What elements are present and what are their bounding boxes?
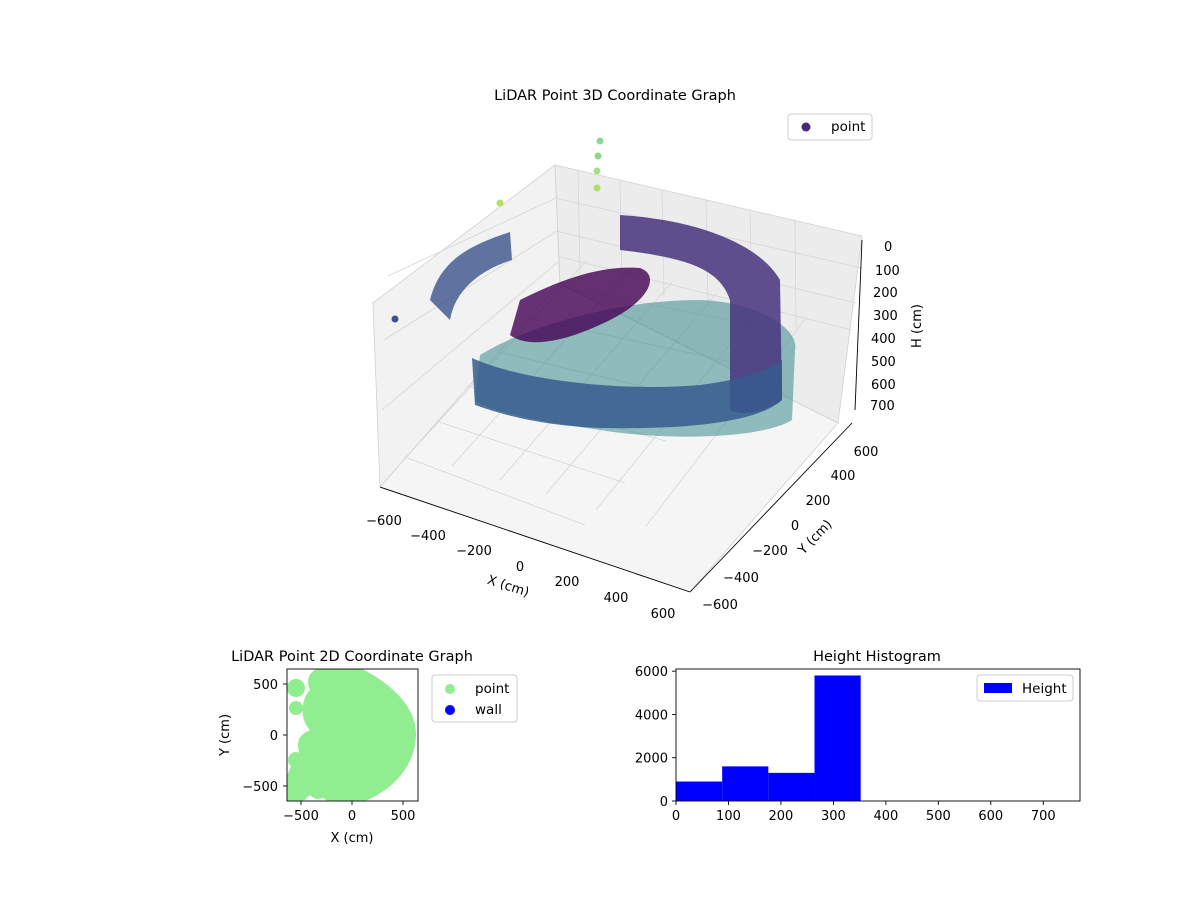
z-tick: 200 <box>873 286 898 301</box>
x-axis-label-3d: X (cm) <box>485 573 531 601</box>
x-tick: 100 <box>716 809 741 824</box>
y-tick: 0 <box>270 729 278 744</box>
histogram-bar <box>722 766 769 801</box>
chart-2d-title: LiDAR Point 2D Coordinate Graph <box>231 649 473 665</box>
legend-2d: point wall <box>431 674 518 723</box>
x-tick: 600 <box>978 809 1003 824</box>
z-ticks-3d: 0 100 200 300 400 500 600 700 <box>870 240 900 414</box>
x-tick: 200 <box>769 809 794 824</box>
legend-marker-height <box>984 683 1012 693</box>
y-tick: 4000 <box>635 708 668 723</box>
x-tick: −200 <box>456 544 492 559</box>
z-tick: 300 <box>873 309 898 324</box>
legend-box <box>787 113 873 141</box>
ticks-2d: −500 0 500 500 0 −500 <box>242 678 415 824</box>
histogram-bar <box>814 675 861 801</box>
x-ticks-3d: −600 −400 −200 0 200 400 600 <box>366 514 675 622</box>
x-tick: 600 <box>651 607 676 622</box>
y-tick: 0 <box>660 795 668 810</box>
legend-marker-point <box>445 684 455 694</box>
x-axis-label-2d: X (cm) <box>331 831 374 846</box>
legend-label-point: point <box>831 119 865 135</box>
axis-z-3d <box>854 239 863 411</box>
scatter-2d-points <box>287 669 417 801</box>
axis-x-3d <box>379 486 691 593</box>
point-cluster <box>289 701 303 715</box>
y-tick: 2000 <box>635 752 668 767</box>
point <box>391 315 399 323</box>
x-tick: 300 <box>821 809 846 824</box>
z-tick: 100 <box>875 264 900 279</box>
x-tick: 500 <box>926 809 951 824</box>
histogram-ticks: 0 100 200 300 400 500 600 700 0 2000 4000 6000 <box>635 665 1056 824</box>
x-tick: 500 <box>391 809 416 824</box>
chart-2d: LiDAR Point 2D Coordinate Graph −500 0 5… <box>218 649 518 846</box>
legend-marker-wall <box>445 705 455 715</box>
chart-3d-title: LiDAR Point 3D Coordinate Graph <box>494 88 736 104</box>
legend-label-height: Height <box>1022 681 1067 697</box>
z-tick: 400 <box>871 332 896 347</box>
histogram-bars <box>676 675 861 801</box>
wall-points-left <box>430 232 512 320</box>
point-cluster <box>287 679 305 697</box>
histogram-title: Height Histogram <box>813 649 941 665</box>
point <box>496 199 504 207</box>
point <box>596 137 604 145</box>
y-tick: 200 <box>806 494 831 509</box>
x-tick: 0 <box>516 560 524 575</box>
wall-points-back <box>620 215 782 413</box>
y-tick: −400 <box>723 571 759 586</box>
x-tick: 400 <box>873 809 898 824</box>
point <box>593 167 601 175</box>
y-tick: −200 <box>752 544 788 559</box>
point-cluster <box>288 752 304 768</box>
y-axis-label-3d: Y (cm) <box>795 517 836 558</box>
legend-3d: point <box>787 113 873 141</box>
x-tick: 400 <box>604 591 629 606</box>
chart-3d: LiDAR Point 3D Coordinate Graph <box>366 88 925 622</box>
y-tick: 600 <box>854 445 879 460</box>
x-tick: 700 <box>1031 809 1056 824</box>
x-tick: 200 <box>555 575 580 590</box>
y-tick: 6000 <box>635 665 668 680</box>
legend-box <box>976 674 1074 702</box>
histogram-bar <box>676 781 723 801</box>
y-tick: −500 <box>242 780 278 795</box>
x-tick: 0 <box>348 809 356 824</box>
x-tick: −600 <box>366 514 402 529</box>
z-tick: 700 <box>870 399 895 414</box>
y-tick: 400 <box>831 469 856 484</box>
legend-label-point: point <box>475 681 509 697</box>
point <box>594 152 602 160</box>
z-tick: 600 <box>871 378 896 393</box>
y-tick: 0 <box>791 519 799 534</box>
point-cloud-2d <box>287 669 417 801</box>
x-tick: −400 <box>410 529 446 544</box>
y-ticks-3d: −600 −400 −200 0 200 400 600 <box>702 445 878 613</box>
y-tick: 500 <box>253 678 278 693</box>
point-cloud-3d <box>391 137 796 437</box>
wall-points-front <box>472 358 782 429</box>
x-tick: −500 <box>283 809 319 824</box>
x-tick: 0 <box>672 809 680 824</box>
point-cluster <box>304 704 320 720</box>
axis-y-3d <box>689 422 853 593</box>
z-tick: 500 <box>871 355 896 370</box>
histogram-bar <box>768 772 815 801</box>
tick-marks-2d <box>283 683 404 805</box>
z-tick: 0 <box>884 240 892 255</box>
point <box>593 184 601 192</box>
z-axis-label-3d: H (cm) <box>910 304 925 348</box>
clutter-points <box>510 267 650 343</box>
chart-histogram: Height Histogram 0 100 200 300 400 500 600 7000… <box>635 649 1081 824</box>
legend-marker-point <box>801 122 811 132</box>
point-cluster <box>309 781 327 799</box>
legend-label-wall: wall <box>475 702 502 718</box>
legend-hist: Height <box>976 674 1074 702</box>
plot-frame-hist <box>675 668 1081 802</box>
y-axis-label-2d: Y (cm) <box>218 714 233 757</box>
y-tick: −600 <box>702 598 738 613</box>
